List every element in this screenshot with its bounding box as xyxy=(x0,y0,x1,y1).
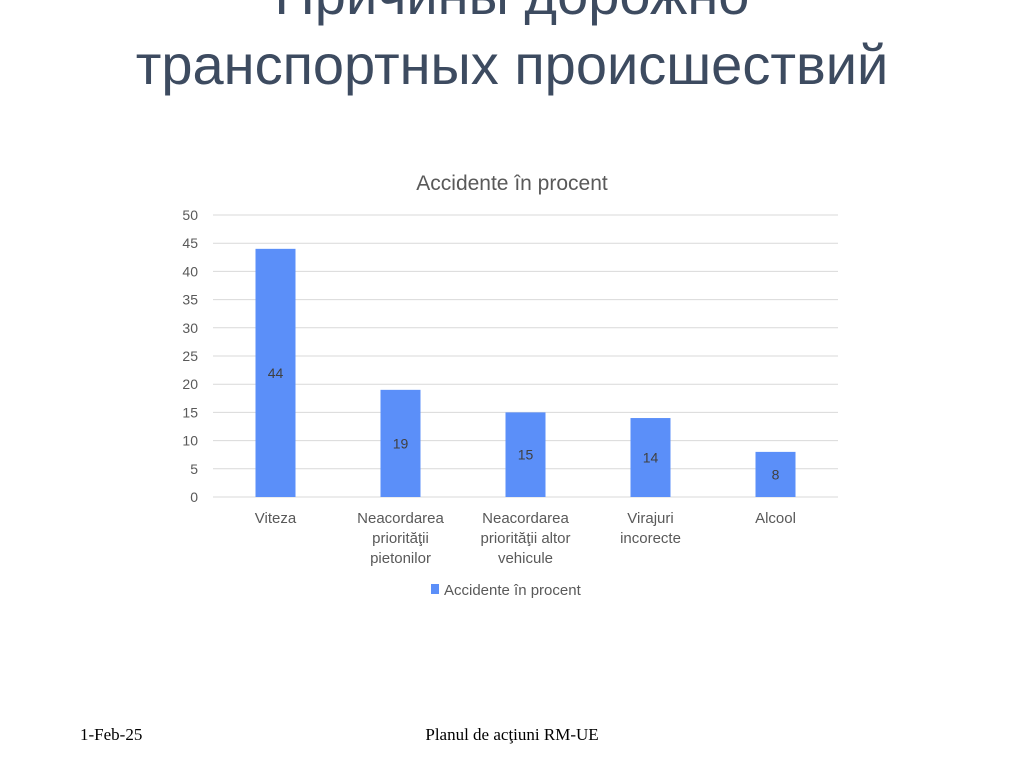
chart-title: Accidente în procent xyxy=(416,172,608,195)
bar xyxy=(380,389,421,497)
x-tick-label: vehicule xyxy=(498,550,553,567)
y-tick-label: 0 xyxy=(190,489,198,505)
y-tick-label: 30 xyxy=(182,320,198,336)
legend-swatch xyxy=(431,584,439,594)
x-tick-label: Virajuri xyxy=(627,510,673,527)
legend-label: Accidente în procent xyxy=(444,582,582,599)
bar xyxy=(505,412,546,497)
slide-title: Причины дорожно транспортных происшестви… xyxy=(0,0,1024,100)
bar xyxy=(630,418,671,497)
y-tick-label: 20 xyxy=(182,376,198,392)
data-label: 8 xyxy=(772,466,780,482)
footer-date: 1-Feb-25 xyxy=(80,725,143,744)
slide-title-line-1: Причины дорожно xyxy=(0,0,1024,30)
x-tick-label: Alcool xyxy=(755,510,796,527)
data-label: 44 xyxy=(268,365,284,381)
x-tick-label: Viteza xyxy=(255,510,297,527)
y-tick-label: 40 xyxy=(182,263,198,279)
y-tick-label: 25 xyxy=(182,348,198,364)
y-tick-label: 5 xyxy=(190,461,198,477)
x-tick-label: Neacordarea xyxy=(357,510,444,527)
data-label: 19 xyxy=(393,435,409,451)
x-tick-label: incorecte xyxy=(620,530,681,547)
y-tick-label: 45 xyxy=(182,235,198,251)
data-label: 15 xyxy=(518,447,534,463)
y-tick-label: 10 xyxy=(182,433,198,449)
data-label: 14 xyxy=(643,450,659,466)
x-tick-label: pietonilor xyxy=(370,550,431,567)
y-tick-label: 50 xyxy=(182,207,198,223)
x-tick-label: Neacordarea xyxy=(482,510,569,527)
x-tick-label: priorităţii altor xyxy=(480,530,570,547)
slide-title-line-2: транспортных происшествий xyxy=(135,33,889,96)
y-tick-label: 35 xyxy=(182,292,198,308)
x-tick-label: priorităţii xyxy=(372,530,429,547)
bar xyxy=(255,248,296,497)
y-tick-label: 15 xyxy=(182,404,198,420)
bar xyxy=(755,451,796,497)
footer-center-text: Planul de acţiuni RM-UE xyxy=(425,725,599,744)
